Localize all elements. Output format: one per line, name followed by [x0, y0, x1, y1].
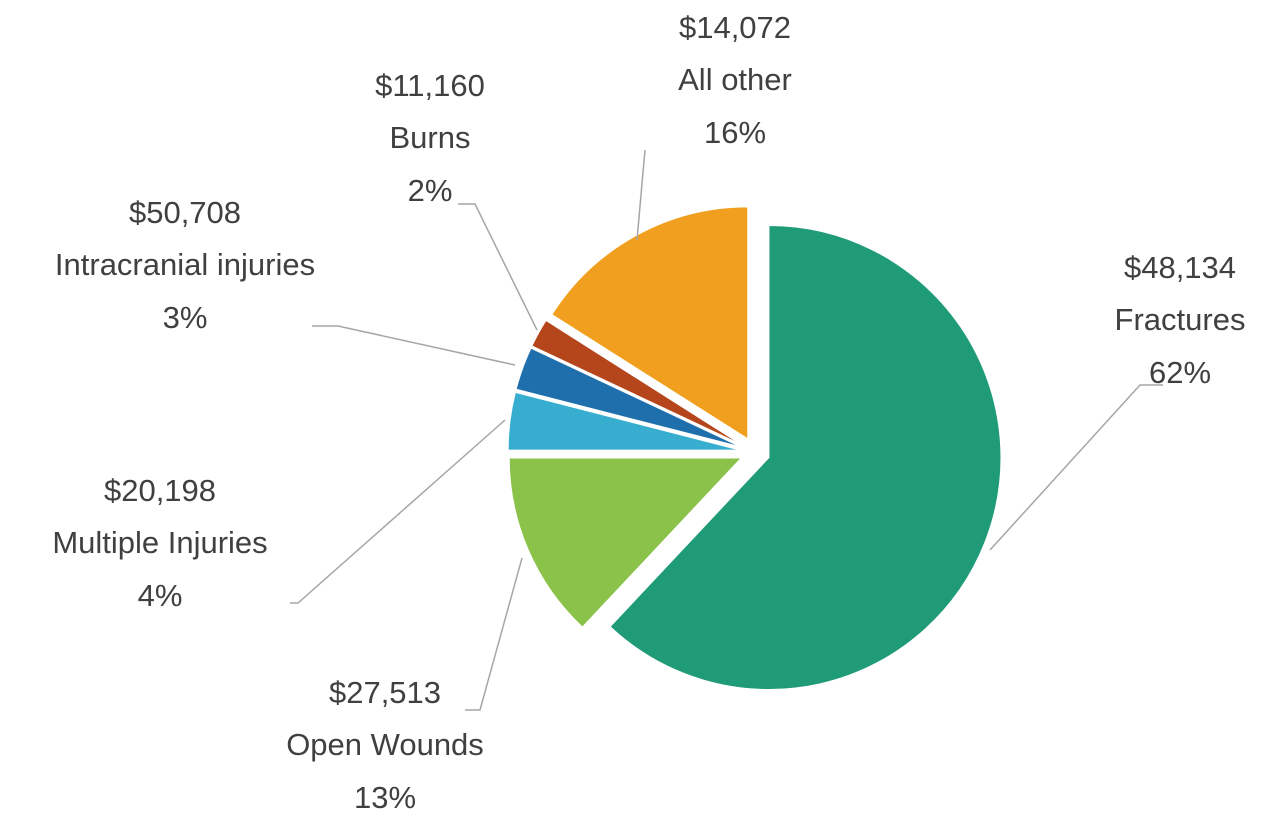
slice-percent: 3%	[163, 300, 208, 335]
slice-amount: $27,513	[329, 675, 441, 710]
slice-amount: $11,160	[375, 68, 485, 103]
slice-category: Intracranial injuries	[55, 247, 315, 282]
pie-slice	[531, 319, 743, 446]
slice-category: Multiple Injuries	[52, 525, 267, 560]
slice-category: All other	[678, 62, 792, 97]
slice-percent: 2%	[408, 173, 453, 208]
leader-line	[636, 149, 646, 241]
slice-category: Open Wounds	[286, 727, 484, 762]
pie-slice	[551, 206, 749, 440]
leader-line	[989, 384, 1163, 551]
leader-line	[465, 557, 523, 711]
pie-slice	[508, 457, 743, 628]
slice-percent: 13%	[354, 780, 416, 815]
slice-percent: 16%	[704, 115, 766, 150]
leader-line	[290, 419, 506, 604]
leader-line	[458, 203, 538, 331]
pie-slice	[515, 347, 742, 448]
slice-category: Fractures	[1115, 302, 1246, 337]
slice-percent: 4%	[138, 578, 183, 613]
slice-category: Burns	[390, 120, 471, 155]
slice-amount: $50,708	[129, 195, 241, 230]
leader-line	[312, 325, 516, 366]
pie-slice	[609, 225, 1002, 691]
slice-amount: $14,072	[679, 10, 791, 45]
pie-slice	[507, 391, 741, 451]
slice-percent: 62%	[1149, 355, 1211, 390]
slice-amount: $20,198	[104, 473, 216, 508]
slice-amount: $48,134	[1124, 250, 1236, 285]
